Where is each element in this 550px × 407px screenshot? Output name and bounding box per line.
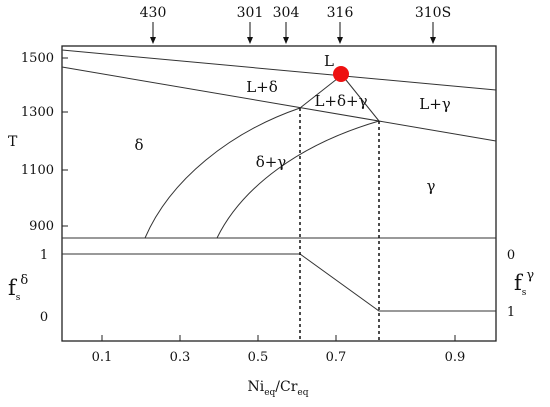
grade-arrowhead-304 — [283, 37, 289, 44]
x-tick-label-0-3: 0.3 — [170, 350, 191, 365]
x-axis-ni-sub: eq — [264, 388, 275, 398]
x-tick-label-0-1: 0.1 — [92, 350, 113, 365]
grade-arrowhead-301 — [247, 37, 253, 44]
left-fraction-label: fsδ — [8, 273, 28, 303]
steel-grade-markers: 430 301 304 316 310S — [140, 5, 451, 44]
grade-label-430: 430 — [140, 5, 167, 21]
x-axis-title: Nieq/Creq — [247, 379, 308, 398]
phase-label-liquid: L — [324, 52, 334, 70]
right-fraction-tick-1: 1 — [507, 305, 515, 320]
solid-fraction-curve — [62, 253, 496, 312]
liquidus-delta-line — [61, 49, 497, 91]
x-tick-label-0-7: 0.7 — [326, 350, 347, 365]
x-tick-label-0-5: 0.5 — [248, 350, 269, 365]
delta-solvus-curve — [144, 107, 301, 239]
y-tick-label-1300: 1300 — [21, 105, 54, 120]
phase-label-l-delta-gamma: L+δ+γ — [314, 92, 367, 110]
phase-label-l-gamma: L+γ — [419, 95, 451, 113]
x-axis-cr-sub: eq — [297, 388, 308, 398]
grade-label-316: 316 — [327, 5, 354, 21]
y-tick-label-900: 900 — [29, 219, 54, 234]
grade-label-304: 304 — [273, 5, 300, 21]
solidus-delta-line — [61, 66, 497, 142]
phase-label-l-delta: L+δ — [246, 78, 278, 96]
right-fraction-sub: s — [522, 288, 527, 298]
y-tick-label-1100: 1100 — [21, 163, 54, 178]
left-fraction-sub: s — [16, 293, 21, 303]
left-fraction-tick-0: 0 — [40, 310, 48, 325]
left-fraction-main: f — [8, 276, 18, 300]
phase-label-delta: δ — [134, 136, 143, 154]
grade-label-310s: 310S — [415, 5, 451, 21]
right-fraction-sup: γ — [526, 268, 534, 283]
y-tick-label-1500: 1500 — [21, 51, 54, 66]
composition-marker-dot — [333, 66, 349, 82]
y-axis-title: T — [8, 134, 18, 150]
eutectic-left-line — [299, 74, 343, 109]
phase-label-gamma: γ — [427, 177, 436, 195]
right-fraction-label: fsγ — [514, 268, 534, 298]
x-axis-ni: Ni — [247, 379, 264, 395]
phase-label-delta-gamma: δ+γ — [256, 153, 287, 171]
right-fraction-tick-0: 0 — [507, 248, 515, 263]
grade-label-301: 301 — [237, 5, 264, 21]
grade-arrowhead-310s — [430, 37, 436, 44]
left-fraction-sup: δ — [20, 273, 28, 288]
right-fraction-main: f — [514, 271, 524, 295]
grade-arrowhead-316 — [337, 37, 343, 44]
grade-arrowhead-430 — [150, 37, 156, 44]
gamma-solvus-curve — [216, 120, 380, 239]
phase-boundaries — [61, 49, 497, 239]
plot-frame — [61, 45, 497, 342]
x-tick-label-0-9: 0.9 — [445, 350, 466, 365]
eutectic-right-line — [341, 74, 380, 122]
left-fraction-tick-1: 1 — [40, 248, 48, 263]
x-axis-sep: /Cr — [275, 379, 297, 395]
